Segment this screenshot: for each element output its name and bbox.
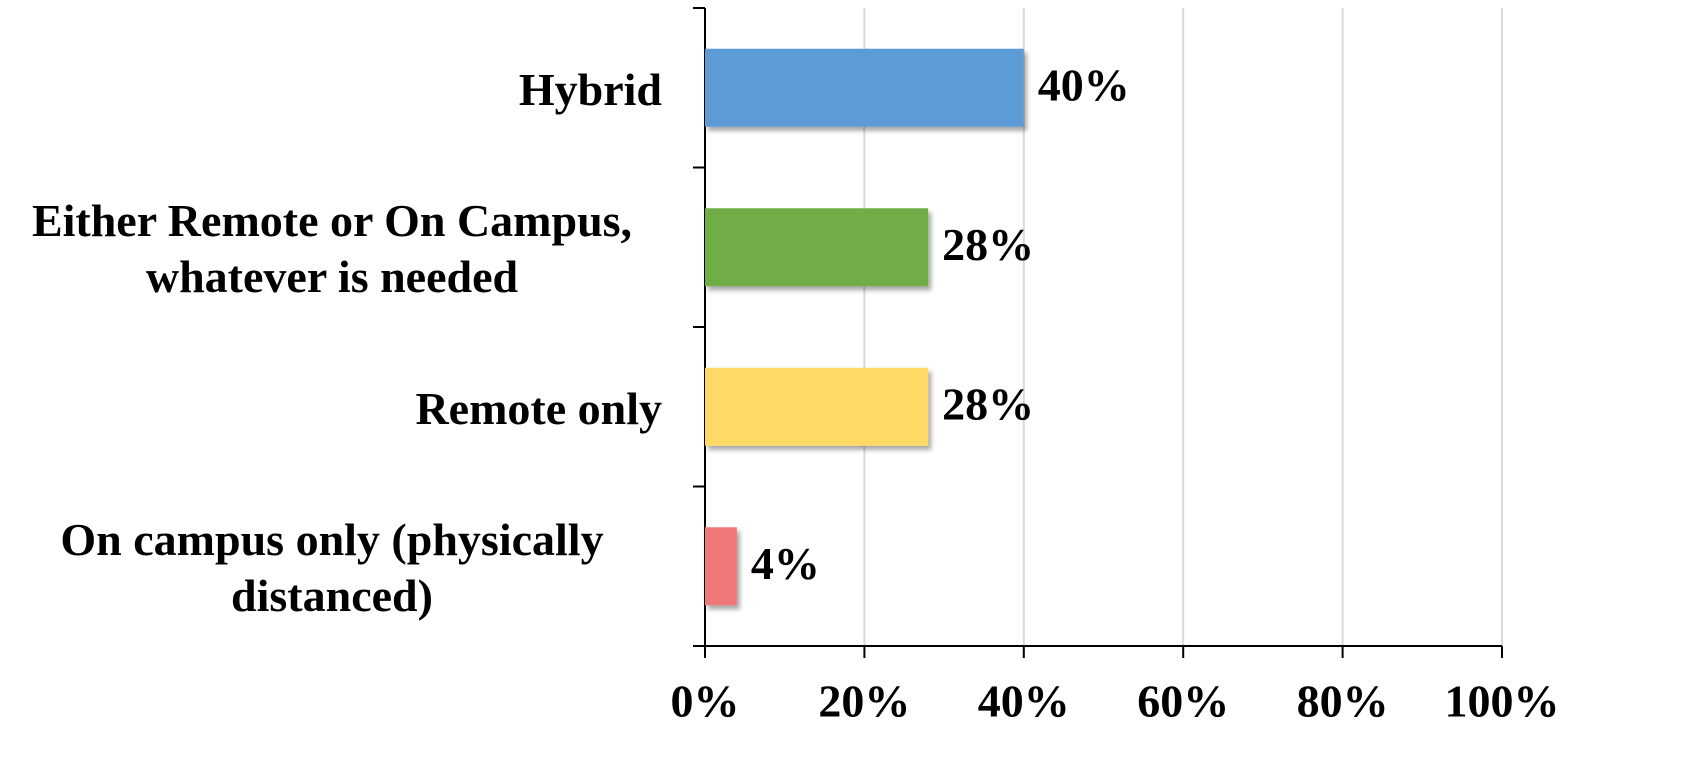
- y-tick-label-box: Remote only: [0, 381, 662, 437]
- y-tick-label-box: On campus only (physically distanced): [0, 512, 662, 624]
- x-tick-label: 80%: [1297, 676, 1389, 727]
- bar: [705, 48, 1024, 127]
- x-tick-label: 0%: [671, 676, 740, 727]
- x-tick-label: 40%: [978, 676, 1070, 727]
- bar: [705, 527, 737, 606]
- value-label: 40%: [1038, 59, 1130, 110]
- x-tick-label: 100%: [1445, 676, 1560, 727]
- value-label: 4%: [751, 538, 820, 589]
- y-tick-label: Either Remote or On Campus, whatever is …: [31, 195, 633, 303]
- x-tick-label: 60%: [1137, 676, 1229, 727]
- y-tick-label-box: Hybrid: [0, 62, 662, 118]
- value-label: 28%: [942, 219, 1034, 270]
- y-tick-label: On campus only (physically distanced): [60, 514, 604, 622]
- bar: [705, 367, 929, 446]
- value-label: 28%: [942, 378, 1034, 429]
- bar: [705, 208, 929, 287]
- y-tick-label: Hybrid: [518, 63, 662, 115]
- y-tick-label: Remote only: [415, 382, 662, 434]
- x-tick-label: 20%: [818, 676, 910, 727]
- y-tick-label-box: Either Remote or On Campus, whatever is …: [0, 193, 662, 305]
